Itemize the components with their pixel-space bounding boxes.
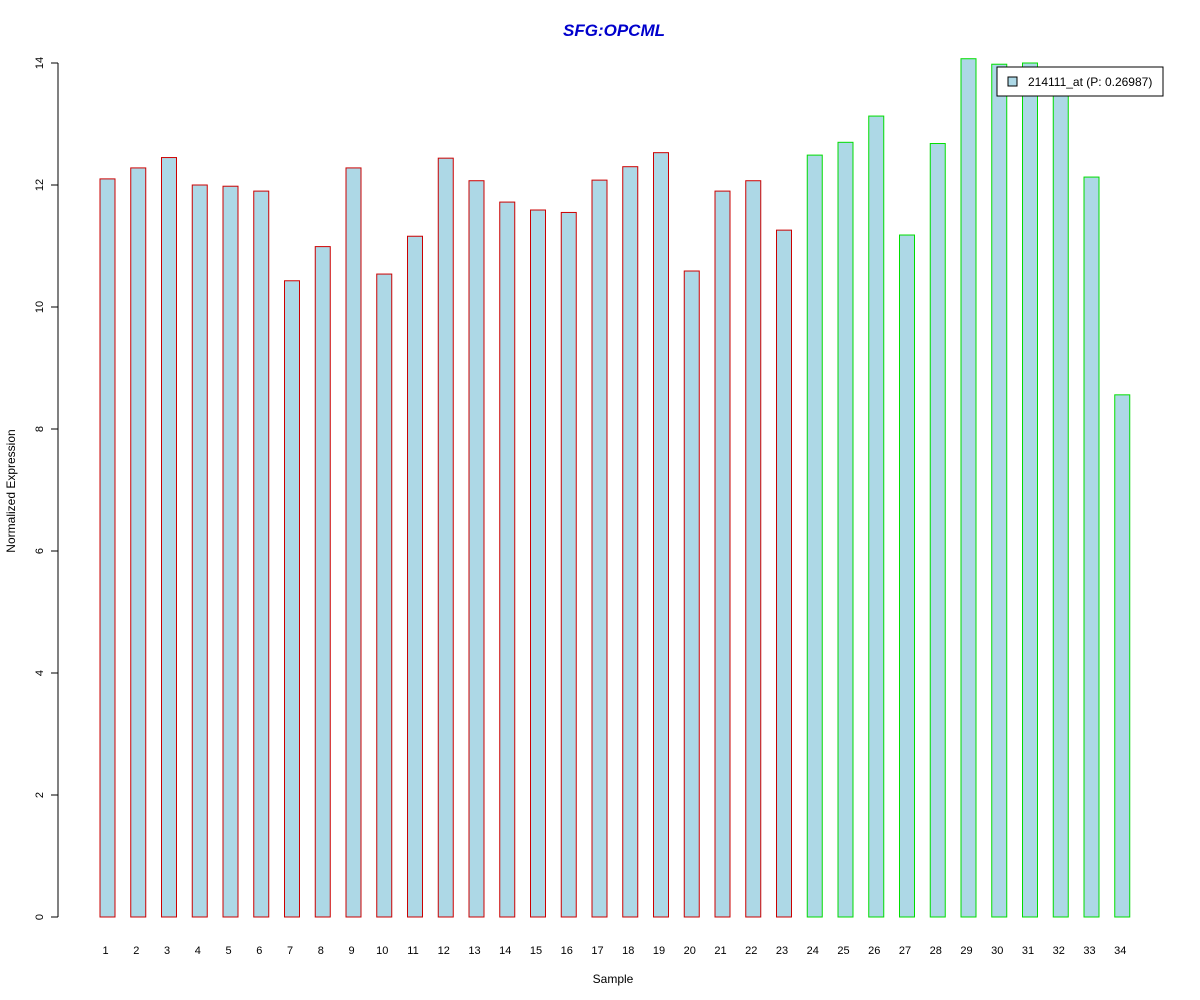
y-axis-label: Normalized Expression: [4, 429, 18, 552]
bar-11: [407, 235, 423, 918]
x-tick-label: 13: [468, 945, 480, 957]
bar-5: [222, 185, 239, 918]
x-tick-label: 32: [1053, 945, 1065, 957]
bar-18: [622, 166, 639, 918]
bar-19: [653, 152, 669, 918]
x-tick-label: 5: [225, 945, 231, 957]
bar-34: [1114, 394, 1131, 918]
bar-13: [468, 180, 485, 918]
bar-20: [683, 270, 700, 918]
y-tick-label: 2: [34, 792, 46, 798]
y-tick-label: 14: [34, 57, 46, 69]
x-tick-label: 17: [591, 945, 603, 957]
x-tick-label: 22: [745, 945, 757, 957]
x-tick-label: 25: [837, 945, 849, 957]
bar-14: [499, 201, 516, 918]
bar-25: [837, 141, 854, 918]
bar-16: [560, 211, 577, 918]
x-tick-label: 33: [1083, 945, 1095, 957]
y-tick-label: 10: [34, 301, 46, 313]
legend-label: 214111_at (P: 0.26987): [1028, 75, 1152, 89]
x-tick-label: 18: [622, 945, 634, 957]
x-tick-label: 28: [930, 945, 942, 957]
y-tick-label: 6: [34, 548, 46, 554]
chart-title: SFG:OPCML: [563, 21, 665, 40]
bar-1: [99, 178, 116, 918]
x-tick-label: 29: [960, 945, 972, 957]
bar-9: [345, 167, 362, 918]
bar-15: [530, 209, 546, 918]
x-tick-label: 34: [1114, 945, 1126, 957]
x-tick-label: 14: [499, 945, 511, 957]
bar-2: [130, 167, 147, 918]
y-tick-label: 4: [34, 670, 46, 676]
bar-3: [161, 157, 177, 918]
x-tick-label: 3: [164, 945, 170, 957]
y-tick-label: 12: [34, 179, 46, 191]
x-tick-label: 1: [102, 945, 108, 957]
x-tick-label: 6: [256, 945, 262, 957]
bar-27: [899, 234, 915, 918]
bar-12: [437, 157, 454, 918]
x-tick-label: 20: [684, 945, 696, 957]
bar-33: [1083, 176, 1100, 918]
x-tick-label: 24: [807, 945, 819, 957]
x-tick-label: 15: [530, 945, 542, 957]
x-tick-label: 12: [438, 945, 450, 957]
bar-21: [714, 190, 731, 918]
bar-24: [806, 154, 823, 918]
x-tick-label: 30: [991, 945, 1003, 957]
bar-10: [376, 273, 393, 918]
x-tick-label: 9: [348, 945, 354, 957]
x-tick-label: 26: [868, 945, 880, 957]
bar-8: [314, 246, 331, 918]
bar-26: [868, 115, 885, 918]
x-tick-label: 31: [1022, 945, 1034, 957]
x-tick-label: 8: [318, 945, 324, 957]
x-tick-label: 23: [776, 945, 788, 957]
legend-swatch: [1007, 76, 1018, 87]
y-tick-label: 0: [34, 914, 46, 920]
bar-32: [1052, 86, 1069, 918]
x-tick-label: 11: [407, 945, 418, 957]
bar-17: [591, 179, 608, 918]
legend-box: [996, 66, 1164, 97]
bar-31: [1022, 62, 1038, 918]
bar-7: [284, 280, 300, 918]
bar-6: [253, 190, 270, 918]
bar-22: [745, 180, 762, 918]
y-tick-label: 8: [34, 426, 46, 432]
bars: [99, 58, 1131, 918]
x-tick-label: 10: [376, 945, 388, 957]
x-tick-label: 19: [653, 945, 665, 957]
bar-30: [991, 63, 1008, 918]
bar-29: [960, 58, 977, 918]
x-tick-label: 27: [899, 945, 911, 957]
x-tick-label: 7: [287, 945, 293, 957]
y-axis: 0 2 4 6 8 10 12 14: [34, 57, 59, 920]
bar-28: [929, 143, 946, 918]
x-axis-ticks: 1 2 3 4 5 6 7 8 9 10 11 12 13 14 15 16 17 18 19 20 21 22 23 24 2…: [102, 945, 1126, 957]
legend: 214111_at (P: 0.26987): [996, 66, 1164, 97]
x-tick-label: 16: [561, 945, 573, 957]
x-axis-label: Sample: [593, 972, 634, 986]
x-tick-label: 2: [133, 945, 139, 957]
bar-23: [776, 229, 792, 918]
bar-4: [191, 184, 208, 918]
x-tick-label: 21: [714, 945, 726, 957]
x-tick-label: 4: [195, 945, 201, 957]
